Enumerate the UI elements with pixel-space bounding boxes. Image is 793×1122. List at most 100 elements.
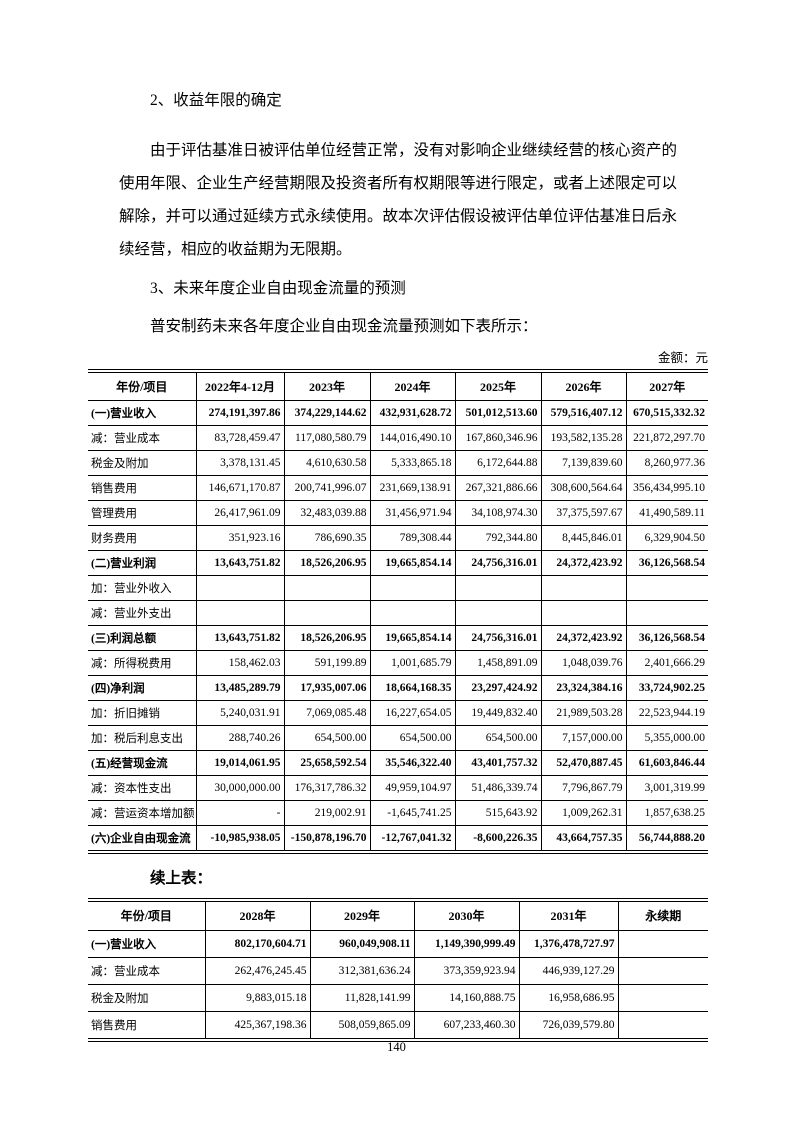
- cell-value: 23,297,424.92: [454, 674, 542, 701]
- cell-value: 146,671,170.87: [195, 474, 285, 501]
- table-row: 销售费用 425,367,198.36 508,059,865.09 607,233,…: [88, 1010, 708, 1038]
- cell-value: 356,434,995.10: [625, 474, 708, 501]
- cell-value: 21,989,503.28: [540, 699, 627, 726]
- cell-value: 1,376,478,727.97: [518, 929, 619, 958]
- cell-value: 5,355,000.00: [625, 724, 708, 751]
- cell-value: 13,643,751.82: [195, 549, 285, 576]
- table-row: 税金及附加 9,883,015.18 11,828,141.99 14,160,888…: [88, 983, 708, 1012]
- cell-value: 200,741,996.07: [283, 474, 371, 501]
- cell-value: 7,139,839.60: [540, 449, 627, 476]
- cell-value: 13,485,289.79: [195, 674, 285, 701]
- cell-value: 24,756,316.01: [454, 624, 542, 651]
- row-label: (二)营业利润: [88, 549, 197, 576]
- cell-value: 308,600,564.64: [540, 474, 627, 501]
- table-header-row: 年份/项目 2028年 2029年 2030年 2031年 永续期: [88, 902, 708, 931]
- cell-value: 30,000,000.00: [195, 774, 285, 801]
- cell-value: 43,664,757.35: [540, 824, 627, 850]
- cell-value: -150,878,196.70: [283, 824, 371, 850]
- cell-value: 36,126,568.54: [625, 624, 708, 651]
- cell-value: 18,664,168.35: [369, 674, 456, 701]
- cell-value: 2,401,666.29: [625, 649, 708, 676]
- amount-unit-label: 金额：元: [657, 351, 708, 365]
- cell-value: 24,756,316.01: [454, 549, 542, 576]
- row-label: 税金及附加: [88, 449, 197, 476]
- cell-value: 446,939,127.29: [518, 956, 619, 985]
- table-row: 减：营业外支出: [88, 599, 708, 626]
- cell-value: [283, 574, 371, 601]
- cell-value: 16,227,654.05: [369, 699, 456, 726]
- cash-flow-forecast-table: 年份/项目 2022年4-12月 2023年 2024年 2025年 2026年 2027年…: [88, 373, 708, 850]
- row-label: (三)利润总额: [88, 624, 197, 651]
- cell-value: 373,359,923.94: [413, 956, 520, 985]
- cell-value: 18,526,206.95: [283, 549, 371, 576]
- row-label: (一)营业收入: [88, 399, 197, 426]
- column-header: 2028年: [204, 902, 311, 931]
- cell-value: 8,445,846.01: [540, 524, 627, 551]
- section-heading-2: 2、收益年限的确定: [150, 92, 282, 109]
- cell-value: [617, 1010, 708, 1038]
- cell-value: [625, 599, 708, 626]
- cell-value: 654,500.00: [454, 724, 542, 751]
- cell-value: 43,401,757.32: [454, 749, 542, 776]
- table-row: 加：营业外收入: [88, 574, 708, 601]
- table-row: 财务费用 351,923.16 786,690.35 789,308.44 792,34…: [88, 524, 708, 551]
- cell-value: 36,126,568.54: [625, 549, 708, 576]
- cell-value: [195, 599, 285, 626]
- cell-value: 51,486,339.74: [454, 774, 542, 801]
- cell-value: 83,728,459.47: [195, 424, 285, 451]
- cell-value: 792,344.80: [454, 524, 542, 551]
- cell-value: [617, 929, 708, 958]
- table-row: 管理费用 26,417,961.09 32,483,039.88 31,456,971…: [88, 499, 708, 526]
- column-header: 永续期: [617, 902, 708, 931]
- table-header-row: 年份/项目 2022年4-12月 2023年 2024年 2025年 2026年 2027年: [88, 373, 708, 401]
- cell-value: 61,603,846.44: [625, 749, 708, 776]
- cell-value: [369, 599, 456, 626]
- cell-value: 16,958,686.95: [518, 983, 619, 1012]
- cell-value: 288,740.26: [195, 724, 285, 751]
- cell-value: -: [195, 799, 285, 826]
- table-row: 税金及附加 3,378,131.45 4,610,630.58 5,333,865.1…: [88, 449, 708, 476]
- row-label: 减：营业成本: [88, 424, 197, 451]
- cell-value: 35,546,322.40: [369, 749, 456, 776]
- cell-value: -10,985,938.05: [195, 824, 285, 850]
- column-header: 2031年: [518, 902, 619, 931]
- cell-value: 5,333,865.18: [369, 449, 456, 476]
- row-label: (四)净利润: [88, 674, 197, 701]
- section-heading-3: 3、未来年度企业自由现金流量的预测: [150, 280, 406, 297]
- row-label: 减：资本性支出: [88, 774, 197, 801]
- column-header: 2026年: [540, 373, 627, 401]
- cell-value: -1,645,741.25: [369, 799, 456, 826]
- cell-value: 22,523,944.19: [625, 699, 708, 726]
- cell-value: 501,012,513.60: [454, 399, 542, 426]
- cell-value: 49,959,104.97: [369, 774, 456, 801]
- row-label: 减：营运资本增加额: [88, 799, 197, 826]
- cell-value: 425,367,198.36: [204, 1010, 311, 1038]
- table-row: 减：营运资本增加额 -219,002.91 -1,645,741.25 515,643…: [88, 799, 708, 826]
- cell-value: [625, 574, 708, 601]
- cell-value: 607,233,460.30: [413, 1010, 520, 1038]
- table-row: (二)营业利润 13,643,751.82 18,526,206.95 19,665,…: [88, 549, 708, 576]
- cell-value: 312,381,636.24: [309, 956, 415, 985]
- table-row: (五)经营现金流 19,014,061.95 25,658,592.54 35,546…: [88, 749, 708, 776]
- cell-value: 4,610,630.58: [283, 449, 371, 476]
- cell-value: 167,860,346.96: [454, 424, 542, 451]
- cell-value: 3,378,131.45: [195, 449, 285, 476]
- column-header: 2022年4-12月: [195, 373, 285, 401]
- cell-value: [369, 574, 456, 601]
- column-header: 2025年: [454, 373, 542, 401]
- cell-value: 193,582,135.28: [540, 424, 627, 451]
- continuation-label: 续上表：: [150, 870, 213, 887]
- cell-value: 591,199.89: [283, 649, 371, 676]
- cell-value: 24,372,423.92: [540, 549, 627, 576]
- cell-value: 19,665,854.14: [369, 549, 456, 576]
- cell-value: 7,157,000.00: [540, 724, 627, 751]
- table-row: 加：折旧摊销 5,240,031.91 7,069,085.48 16,227,654…: [88, 699, 708, 726]
- cell-value: 31,456,971.94: [369, 499, 456, 526]
- row-label: (一)营业收入: [88, 929, 206, 958]
- cell-value: [454, 574, 542, 601]
- cell-value: 18,526,206.95: [283, 624, 371, 651]
- table-row: (一)营业收入 274,191,397.86 374,229,144.62 432,9…: [88, 399, 708, 426]
- row-label: 减：营业成本: [88, 956, 206, 985]
- cell-value: 7,796,867.79: [540, 774, 627, 801]
